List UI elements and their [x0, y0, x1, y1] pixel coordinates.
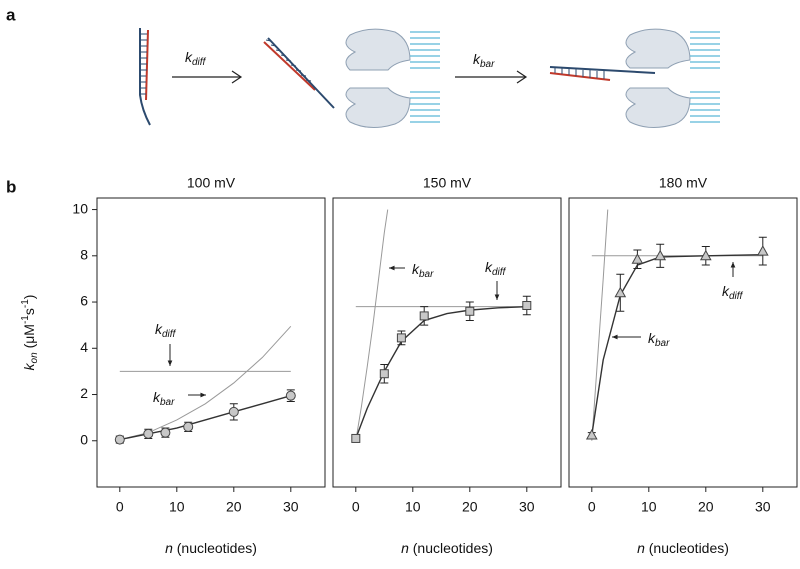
x-tick-label: 30 — [283, 499, 299, 515]
y-label-part: (μM — [21, 324, 37, 352]
x-tick-label: 20 — [226, 499, 242, 515]
curve — [355, 209, 389, 441]
data-point — [756, 245, 769, 256]
data-point — [160, 427, 171, 438]
y-label-part: k — [21, 362, 37, 370]
data-point — [379, 369, 389, 379]
y-tick-label: 0 — [80, 431, 88, 447]
annotation: kdiff — [485, 259, 507, 278]
x-tick-label: 0 — [116, 499, 124, 515]
data-point — [699, 249, 712, 261]
x-tick-label: 0 — [352, 499, 360, 515]
y-label-part: on — [29, 352, 40, 364]
x-tick-label: 10 — [169, 499, 185, 515]
curve — [119, 325, 292, 441]
annotation-k: k — [648, 330, 656, 346]
data-point — [228, 406, 239, 417]
arrow-head — [730, 262, 736, 268]
annotation: kdiff — [155, 321, 177, 340]
data-point — [465, 306, 475, 316]
x-label-text: (nucleotides) — [173, 540, 257, 556]
data-point — [419, 311, 429, 321]
x-tick-label: 30 — [755, 499, 771, 515]
annotation: kbar — [153, 389, 175, 408]
x-label-var: n — [637, 540, 645, 556]
plot-frame — [332, 197, 562, 488]
x-label-text: (nucleotides) — [409, 540, 493, 556]
x-axis-label: n (nucleotides) — [637, 540, 729, 556]
arrow-head — [167, 360, 173, 366]
y-label-part: -1 — [20, 299, 31, 308]
chart-title: 180 mV — [659, 175, 708, 191]
data-point — [654, 249, 667, 261]
annotation-k: k — [153, 389, 161, 405]
data-point — [285, 390, 296, 401]
x-tick-label: 20 — [462, 499, 478, 515]
y-tick-label: 8 — [80, 247, 88, 263]
annotation-sub: bar — [419, 269, 434, 280]
annotation-sub: diff — [162, 329, 177, 340]
x-tick-label: 30 — [519, 499, 535, 515]
data-point — [522, 301, 532, 311]
y-tick-label: 4 — [80, 339, 88, 355]
x-axis-label: n (nucleotides) — [401, 540, 493, 556]
annotation: kbar — [648, 330, 670, 349]
chart-title: 150 mV — [423, 175, 472, 191]
x-label-text: (nucleotides) — [645, 540, 729, 556]
data-point — [614, 286, 627, 298]
arrow-head — [612, 334, 618, 340]
plot-frame — [568, 197, 798, 488]
chart-title: 100 mV — [187, 175, 236, 191]
arrow-head — [389, 265, 395, 271]
y-tick-label: 6 — [80, 293, 88, 309]
panel-label: b — [6, 177, 16, 196]
annotation-sub: bar — [655, 338, 670, 349]
annotation-k: k — [722, 283, 730, 299]
x-tick-label: 20 — [698, 499, 714, 515]
plot-frame — [96, 197, 326, 488]
curve — [591, 253, 763, 436]
panel-label: a — [6, 5, 16, 24]
schematic — [139, 28, 720, 128]
data-point — [114, 434, 125, 445]
y-label-part: -1 — [20, 315, 31, 324]
y-tick-label: 10 — [72, 200, 88, 216]
x-tick-label: 10 — [405, 499, 421, 515]
annotation-k: k — [412, 261, 420, 277]
data-point — [183, 421, 194, 432]
annotation-sub: bar — [160, 397, 175, 408]
data-point — [143, 428, 154, 439]
y-label-part: s — [21, 308, 37, 315]
annotation: kdiff — [722, 283, 744, 302]
rate-label: kbar — [473, 51, 495, 70]
annotation-k: k — [155, 321, 163, 337]
annotation: kbar — [412, 261, 434, 280]
annotation-k: k — [485, 259, 493, 275]
annotation-sub: diff — [492, 267, 507, 278]
y-axis-label: kon (μM-1s-1) — [20, 295, 40, 371]
arrow-head — [200, 392, 206, 398]
data-point — [396, 333, 406, 343]
data-point — [585, 428, 598, 440]
x-tick-label: 0 — [588, 499, 596, 515]
y-label-part: ) — [21, 295, 37, 300]
annotation-sub: diff — [729, 291, 744, 302]
x-tick-label: 10 — [641, 499, 657, 515]
x-label-var: n — [401, 540, 409, 556]
data-point — [351, 433, 361, 443]
curve — [591, 209, 609, 441]
x-axis-label: n (nucleotides) — [165, 540, 257, 556]
arrow-head — [494, 294, 500, 300]
data-point — [631, 253, 644, 264]
y-tick-label: 2 — [80, 385, 88, 401]
rate-label: kdiff — [185, 49, 207, 68]
x-label-var: n — [165, 540, 173, 556]
